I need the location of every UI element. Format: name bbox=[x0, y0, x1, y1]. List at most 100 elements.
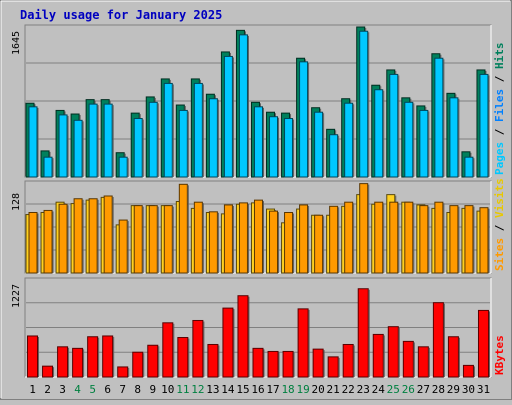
bar-sites-day-11 bbox=[178, 183, 188, 274]
x-tick-label: 7 bbox=[119, 383, 126, 396]
legend-separator: / bbox=[493, 69, 506, 89]
bar-kbytes-day-21 bbox=[327, 356, 339, 378]
x-tick-label: 27 bbox=[417, 383, 430, 396]
bar-kbytes-day-1 bbox=[27, 335, 39, 378]
bar-files-day-3 bbox=[58, 114, 68, 178]
x-tick-label: 3 bbox=[59, 383, 66, 396]
x-tick-label: 5 bbox=[89, 383, 96, 396]
bar-files-day-16 bbox=[253, 106, 263, 178]
bar-sites-day-31 bbox=[479, 207, 489, 274]
bar-kbytes-day-27 bbox=[417, 346, 429, 378]
x-tick-label: 4 bbox=[74, 383, 81, 396]
bar-sites-day-24 bbox=[374, 201, 384, 274]
bar-kbytes-day-9 bbox=[147, 344, 159, 378]
x-tick-label: 20 bbox=[312, 383, 325, 396]
x-tick-label: 13 bbox=[206, 383, 219, 396]
bar-sites-day-2 bbox=[43, 209, 53, 274]
legend-files: Files bbox=[493, 89, 506, 122]
bar-kbytes-day-23 bbox=[357, 288, 369, 378]
bar-files-day-24 bbox=[374, 89, 384, 178]
bar-files-day-8 bbox=[133, 118, 143, 178]
bar-files-day-13 bbox=[208, 98, 218, 178]
x-tick-label: 14 bbox=[221, 383, 235, 396]
bar-files-day-10 bbox=[163, 82, 173, 178]
panel-legend: KBytes bbox=[493, 335, 506, 375]
bar-kbytes-day-15 bbox=[237, 295, 249, 378]
x-tick-label: 25 bbox=[387, 383, 400, 396]
bar-sites-day-17 bbox=[269, 210, 279, 274]
legend-kbytes: KBytes bbox=[493, 335, 506, 375]
x-tick-label: 10 bbox=[161, 383, 174, 396]
bar-kbytes-day-30 bbox=[462, 364, 474, 378]
bar-kbytes-day-14 bbox=[222, 307, 234, 378]
bar-sites-day-18 bbox=[284, 212, 294, 274]
bar-files-day-27 bbox=[419, 109, 429, 178]
bar-files-day-12 bbox=[193, 82, 203, 178]
bar-sites-day-3 bbox=[58, 203, 68, 274]
panel-legend: Pages / Files / Hits bbox=[493, 43, 506, 176]
bar-sites-day-25 bbox=[389, 201, 399, 274]
legend-separator: / bbox=[493, 122, 506, 142]
x-tick-label: 6 bbox=[104, 383, 111, 396]
bar-kbytes-day-8 bbox=[132, 351, 144, 378]
bar-sites-day-29 bbox=[449, 205, 459, 274]
bar-files-day-20 bbox=[314, 111, 324, 178]
bar-sites-day-9 bbox=[148, 205, 158, 274]
x-tick-label: 16 bbox=[251, 383, 264, 396]
bar-files-day-21 bbox=[329, 134, 339, 178]
bar-files-day-19 bbox=[299, 61, 309, 178]
bar-sites-day-26 bbox=[404, 201, 414, 274]
bar-files-day-4 bbox=[73, 119, 83, 178]
bar-kbytes-day-17 bbox=[267, 350, 279, 378]
bar-sites-day-1 bbox=[28, 212, 38, 274]
bar-kbytes-day-10 bbox=[162, 322, 174, 378]
bar-files-day-28 bbox=[434, 57, 444, 178]
bar-sites-day-30 bbox=[464, 205, 474, 274]
visits-sites-panel: 128 Sites / Visits bbox=[11, 178, 506, 274]
bar-files-day-31 bbox=[479, 73, 489, 178]
bar-sites-day-13 bbox=[208, 211, 218, 274]
bar-kbytes-day-3 bbox=[57, 346, 69, 378]
bar-sites-day-12 bbox=[193, 201, 203, 274]
x-tick-label: 15 bbox=[236, 383, 249, 396]
bar-sites-day-27 bbox=[419, 205, 429, 274]
x-tick-label: 29 bbox=[447, 383, 460, 396]
x-tick-label: 24 bbox=[372, 383, 386, 396]
bar-files-day-1 bbox=[28, 106, 38, 178]
bar-kbytes-day-2 bbox=[42, 365, 54, 378]
bar-sites-day-15 bbox=[238, 202, 248, 274]
bar-kbytes-day-29 bbox=[447, 336, 459, 378]
x-tick-label: 11 bbox=[176, 383, 189, 396]
bar-files-day-30 bbox=[464, 156, 474, 178]
bar-sites-day-4 bbox=[73, 198, 83, 274]
bar-sites-day-21 bbox=[329, 205, 339, 274]
bar-sites-day-16 bbox=[253, 199, 263, 274]
x-tick-label: 30 bbox=[462, 383, 475, 396]
x-tick-label: 2 bbox=[44, 383, 51, 396]
panel-legend: Sites / Visits bbox=[493, 178, 506, 271]
bar-kbytes-day-31 bbox=[477, 309, 489, 378]
bar-kbytes-day-4 bbox=[72, 347, 84, 378]
bar-files-day-15 bbox=[238, 34, 248, 178]
bar-kbytes-day-26 bbox=[402, 340, 414, 378]
x-tick-label: 23 bbox=[357, 383, 370, 396]
bar-files-day-18 bbox=[284, 118, 294, 178]
bar-sites-day-14 bbox=[223, 204, 233, 274]
bar-files-day-22 bbox=[344, 102, 354, 178]
bar-kbytes-day-7 bbox=[117, 366, 129, 378]
bar-files-day-9 bbox=[148, 101, 158, 178]
bar-kbytes-day-13 bbox=[207, 343, 219, 378]
bar-files-day-5 bbox=[88, 103, 98, 178]
bar-kbytes-day-19 bbox=[297, 308, 309, 378]
bar-kbytes-day-18 bbox=[282, 350, 294, 378]
bar-sites-day-28 bbox=[434, 201, 444, 274]
x-tick-label: 22 bbox=[342, 383, 355, 396]
bar-kbytes-day-20 bbox=[312, 348, 324, 378]
bar-files-day-14 bbox=[223, 55, 233, 178]
bar-files-day-26 bbox=[404, 101, 414, 178]
bar-kbytes-day-28 bbox=[432, 302, 444, 378]
bar-kbytes-day-25 bbox=[387, 326, 399, 378]
x-tick-label: 12 bbox=[191, 383, 204, 396]
legend-separator: / bbox=[493, 218, 506, 238]
